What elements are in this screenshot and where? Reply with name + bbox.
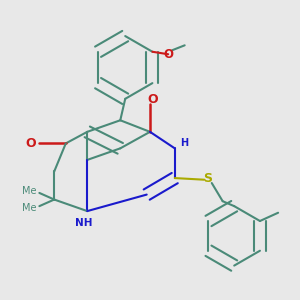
Text: Me: Me	[22, 186, 37, 196]
Text: O: O	[26, 137, 36, 150]
Text: H: H	[181, 138, 189, 148]
Text: O: O	[163, 48, 173, 61]
Text: O: O	[147, 93, 158, 106]
Text: S: S	[202, 172, 211, 184]
Text: NH: NH	[75, 218, 93, 228]
Text: Me: Me	[22, 203, 37, 213]
